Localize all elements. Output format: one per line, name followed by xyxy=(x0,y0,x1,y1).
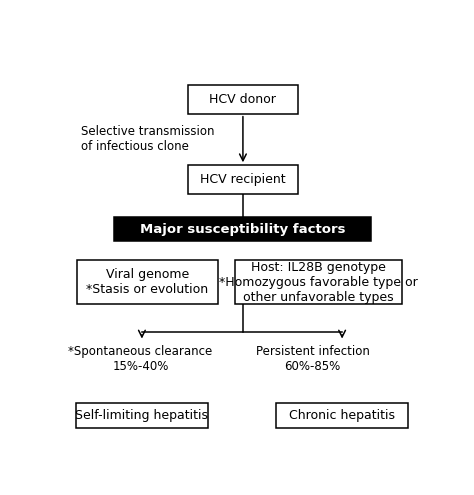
Text: Host: IL28B genotype
*Homozygous favorable type or
other unfavorable types: Host: IL28B genotype *Homozygous favorab… xyxy=(219,261,418,304)
FancyBboxPatch shape xyxy=(76,403,208,428)
Text: Chronic hepatitis: Chronic hepatitis xyxy=(289,409,395,422)
Text: Self-limiting hepatitis: Self-limiting hepatitis xyxy=(75,409,209,422)
Text: Persistent infection
60%-85%: Persistent infection 60%-85% xyxy=(256,345,370,373)
Text: HCV donor: HCV donor xyxy=(210,93,276,106)
FancyBboxPatch shape xyxy=(235,260,402,304)
FancyBboxPatch shape xyxy=(276,403,408,428)
FancyBboxPatch shape xyxy=(77,260,218,304)
Text: Major susceptibility factors: Major susceptibility factors xyxy=(140,223,346,236)
Text: *Spontaneous clearance
15%-40%: *Spontaneous clearance 15%-40% xyxy=(68,345,213,373)
Text: HCV recipient: HCV recipient xyxy=(200,173,286,186)
Text: Viral genome
*Stasis or evolution: Viral genome *Stasis or evolution xyxy=(86,268,209,297)
FancyBboxPatch shape xyxy=(114,217,372,242)
FancyBboxPatch shape xyxy=(188,165,298,194)
Text: Selective transmission
of infectious clone: Selective transmission of infectious clo… xyxy=(82,125,215,153)
FancyBboxPatch shape xyxy=(188,85,298,114)
